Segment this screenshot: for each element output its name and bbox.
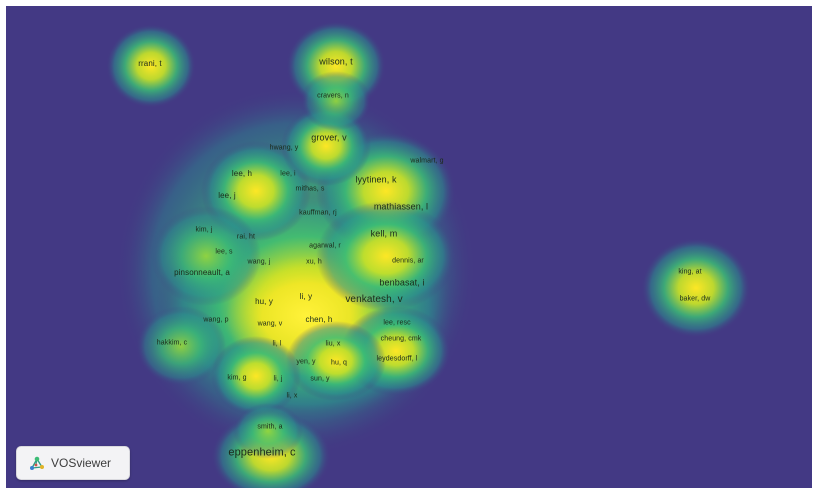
author-label[interactable]: eppenheim, c [228, 446, 296, 459]
author-label[interactable]: cravers, n [317, 92, 349, 100]
author-label[interactable]: mathiassen, l [373, 201, 429, 212]
author-label[interactable]: wang, v [257, 320, 283, 328]
author-label[interactable]: li, j [273, 375, 283, 383]
vosviewer-logo-icon [30, 456, 44, 470]
author-label[interactable]: kim, g [227, 374, 247, 382]
author-label[interactable]: smith, a [257, 423, 283, 431]
author-label[interactable]: pinsonneault, a [174, 268, 230, 277]
author-label[interactable]: walmart, g [410, 157, 444, 165]
author-label[interactable]: sun, y [310, 375, 330, 383]
author-label[interactable]: kim, j [195, 226, 213, 234]
author-label[interactable]: wilson, t [319, 56, 353, 67]
author-label[interactable]: li, x [286, 392, 298, 400]
author-label[interactable]: hakkim, c [156, 339, 188, 347]
author-label[interactable]: lee, j [218, 191, 236, 200]
author-label[interactable]: hu, y [255, 297, 273, 306]
author-label[interactable]: lyytinen, k [355, 174, 397, 185]
author-label[interactable]: mithas, s [295, 185, 325, 193]
author-label[interactable]: agarwal, r [309, 242, 341, 250]
author-label[interactable]: chen, h [305, 315, 333, 324]
author-label[interactable]: kell, m [370, 228, 398, 239]
author-label[interactable]: lee, i [280, 170, 296, 178]
author-label[interactable]: wang, p [203, 316, 229, 324]
author-label[interactable]: grover, v [311, 132, 347, 143]
author-label[interactable]: kauffman, rj [299, 209, 337, 217]
author-label[interactable]: li, l [272, 340, 282, 348]
author-label[interactable]: yen, y [296, 358, 316, 366]
author-label[interactable]: hwang, y [269, 144, 299, 152]
author-label[interactable]: wang, j [247, 258, 271, 266]
author-label[interactable]: rai, ht [236, 233, 256, 241]
author-label[interactable]: li, y [299, 292, 313, 301]
density-map[interactable]: rrani, t wilson, t cravers, n grover, v … [6, 6, 812, 488]
vosviewer-logo[interactable]: VOSviewer [16, 446, 130, 480]
author-label[interactable]: liu, x [325, 340, 341, 348]
author-label[interactable]: leydesdorff, l [376, 355, 418, 363]
author-label[interactable]: lee, h [231, 169, 253, 178]
brand-name: VOSviewer [51, 456, 112, 470]
author-label[interactable]: lee, resc [383, 319, 411, 327]
author-label[interactable]: dennis, ar [392, 257, 424, 265]
author-label[interactable]: xu, h [306, 258, 322, 266]
density-heatmap [106, 21, 751, 488]
author-label[interactable]: cheung, cmk [380, 335, 422, 343]
author-label[interactable]: venkatesh, v [345, 294, 403, 305]
author-label[interactable]: hu, q [330, 359, 348, 367]
author-label[interactable]: rrani, t [138, 59, 162, 68]
author-label[interactable]: king, at [678, 268, 702, 276]
author-label[interactable]: baker, dw [679, 295, 711, 303]
author-label[interactable]: benbasat, i [379, 277, 425, 288]
author-label[interactable]: lee, s [215, 248, 233, 256]
